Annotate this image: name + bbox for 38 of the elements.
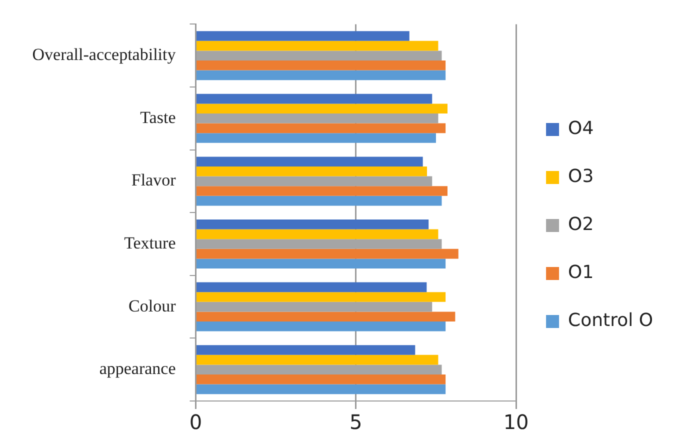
bar [196, 312, 456, 322]
bar [196, 104, 448, 114]
legend-label: O1 [568, 262, 594, 284]
bar [196, 354, 438, 365]
bar [196, 123, 446, 134]
bar [196, 196, 442, 206]
bar [196, 282, 427, 292]
bar [196, 229, 438, 240]
y-tick-label: appearance [99, 359, 176, 378]
bar [196, 258, 446, 268]
legend-label: Control O [568, 310, 654, 332]
legend-label: O3 [568, 166, 594, 188]
x-tick-label: 5 [350, 410, 362, 434]
bar [196, 156, 423, 167]
y-tick-label: Texture [124, 233, 176, 252]
y-tick-label: Overall-acceptability [32, 45, 176, 64]
bar [196, 292, 446, 302]
bar [196, 94, 432, 104]
bar [196, 40, 438, 51]
y-tick-label: Flavor [131, 170, 176, 190]
x-tick-label: 0 [189, 410, 202, 434]
legend-label: O4 [568, 118, 594, 140]
bar [196, 166, 428, 176]
x-tick-label: 10 [503, 410, 529, 434]
bar [196, 374, 446, 384]
bar [196, 220, 429, 230]
y-tick-label: Colour [128, 296, 176, 316]
bar [196, 31, 410, 41]
bar [196, 70, 446, 80]
legend-label: O2 [568, 214, 594, 236]
bar [196, 321, 446, 332]
bar [196, 186, 448, 196]
bar [196, 248, 458, 259]
bar [196, 60, 446, 70]
bar [196, 133, 436, 143]
y-tick-label: Taste [140, 108, 176, 127]
bar [196, 384, 446, 394]
bar [196, 345, 416, 355]
